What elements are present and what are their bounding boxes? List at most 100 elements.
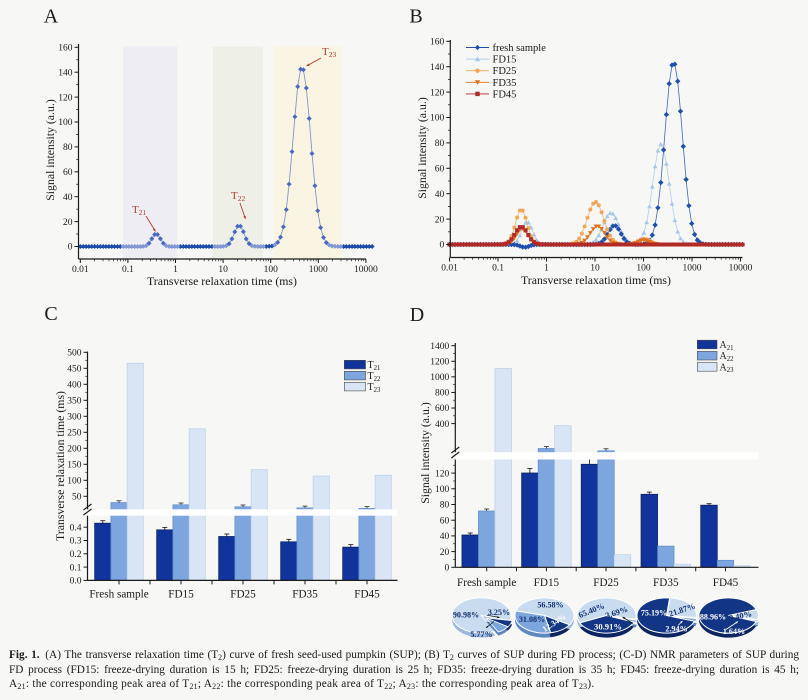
svg-text:450: 450 — [67, 365, 82, 375]
svg-text:350: 350 — [67, 397, 82, 407]
svg-text:400: 400 — [435, 420, 450, 430]
svg-text:Fresh sample: Fresh sample — [457, 577, 516, 589]
svg-text:80: 80 — [63, 143, 73, 153]
svg-text:40: 40 — [435, 190, 445, 200]
svg-text:FD25: FD25 — [230, 589, 256, 601]
svg-text:0.3: 0.3 — [70, 537, 82, 547]
svg-text:FD35: FD35 — [653, 577, 679, 589]
svg-text:FD45: FD45 — [493, 89, 517, 100]
svg-text:5.77%: 5.77% — [470, 630, 492, 639]
svg-text:0.01: 0.01 — [441, 264, 458, 274]
svg-text:3.25%: 3.25% — [488, 608, 510, 617]
svg-text:FD25: FD25 — [493, 66, 517, 77]
svg-text:40: 40 — [63, 193, 73, 203]
svg-text:88.96%: 88.96% — [700, 613, 726, 622]
svg-text:0.4: 0.4 — [70, 523, 82, 533]
svg-text:Fresh sample: Fresh sample — [89, 589, 148, 601]
svg-text:100: 100 — [58, 118, 73, 128]
svg-text:600: 600 — [435, 404, 450, 414]
svg-text:20: 20 — [63, 218, 73, 228]
svg-text:140: 140 — [58, 68, 73, 78]
svg-text:500: 500 — [67, 349, 82, 359]
svg-text:120: 120 — [58, 93, 73, 103]
svg-text:T23: T23 — [322, 46, 336, 59]
svg-text:60: 60 — [63, 168, 73, 178]
svg-text:400: 400 — [67, 381, 82, 391]
svg-text:FD45: FD45 — [354, 589, 380, 601]
svg-text:10000: 10000 — [354, 265, 378, 275]
svg-text:800: 800 — [435, 389, 450, 399]
svg-text:20: 20 — [435, 215, 445, 225]
svg-text:Transverse relaxation time (ms: Transverse relaxation time (ms) — [521, 273, 671, 287]
svg-text:100: 100 — [67, 477, 82, 487]
svg-text:140: 140 — [430, 63, 445, 73]
svg-text:1400: 1400 — [430, 342, 449, 352]
svg-text:FD35: FD35 — [493, 78, 517, 89]
svg-text:0.0: 0.0 — [70, 577, 82, 587]
svg-text:Transverse relaxation time (ms: Transverse relaxation time (ms) — [147, 274, 297, 288]
svg-text:Signal intensity (a.u.): Signal intensity (a.u.) — [415, 97, 429, 199]
svg-text:80: 80 — [440, 501, 450, 511]
svg-text:D: D — [410, 304, 424, 326]
svg-text:2.94%: 2.94% — [665, 625, 687, 634]
svg-text:1.64%: 1.64% — [723, 627, 745, 636]
svg-text:30.91%: 30.91% — [594, 622, 622, 632]
svg-text:1000: 1000 — [309, 265, 328, 275]
svg-text:75.19%: 75.19% — [641, 609, 667, 618]
svg-text:FD15: FD15 — [534, 577, 560, 589]
svg-text:T21: T21 — [132, 204, 146, 217]
svg-text:56.58%: 56.58% — [537, 601, 563, 610]
svg-text:FD25: FD25 — [593, 577, 619, 589]
svg-text:0.2: 0.2 — [70, 550, 82, 560]
svg-text:T22: T22 — [231, 190, 245, 203]
svg-text:fresh sample: fresh sample — [493, 43, 547, 54]
svg-text:50: 50 — [72, 493, 82, 503]
svg-text:160: 160 — [430, 38, 445, 48]
svg-text:10: 10 — [218, 265, 228, 275]
svg-text:A: A — [44, 6, 59, 28]
svg-text:T22: T22 — [368, 371, 382, 383]
svg-text:0: 0 — [445, 564, 450, 574]
svg-text:100: 100 — [435, 485, 450, 495]
svg-text:10000: 10000 — [729, 264, 753, 274]
svg-text:80: 80 — [435, 139, 445, 149]
svg-text:60: 60 — [440, 516, 450, 526]
svg-text:A21: A21 — [720, 340, 734, 352]
svg-text:60: 60 — [435, 165, 445, 175]
svg-text:0: 0 — [440, 241, 445, 251]
svg-text:FD45: FD45 — [713, 577, 739, 589]
svg-text:0: 0 — [68, 243, 73, 253]
svg-text:200: 200 — [67, 445, 82, 455]
svg-text:0.1: 0.1 — [122, 265, 134, 275]
svg-text:160: 160 — [58, 44, 73, 54]
svg-text:1000: 1000 — [430, 373, 449, 383]
svg-text:T21: T21 — [368, 360, 381, 372]
svg-text:Signal intensity (a.u.): Signal intensity (a.u.) — [43, 99, 57, 201]
svg-text:0.1: 0.1 — [492, 264, 504, 274]
svg-text:90.98%: 90.98% — [453, 611, 479, 620]
svg-text:FD15: FD15 — [493, 55, 517, 66]
svg-text:A22: A22 — [720, 351, 735, 363]
svg-text:100: 100 — [636, 264, 651, 274]
svg-text:40: 40 — [440, 532, 450, 542]
svg-text:1200: 1200 — [430, 358, 449, 368]
svg-text:120: 120 — [435, 469, 450, 479]
svg-text:300: 300 — [67, 413, 82, 423]
svg-text:100: 100 — [264, 265, 279, 275]
svg-text:1000: 1000 — [683, 264, 702, 274]
svg-text:0.01: 0.01 — [72, 265, 89, 275]
svg-text:31.08%: 31.08% — [519, 615, 545, 624]
svg-text:FD35: FD35 — [292, 589, 318, 601]
svg-text:1: 1 — [544, 264, 549, 274]
svg-text:10: 10 — [590, 264, 600, 274]
svg-text:0.1: 0.1 — [70, 563, 82, 573]
svg-text:150: 150 — [67, 461, 82, 471]
svg-text:1: 1 — [173, 265, 178, 275]
svg-text:FD15: FD15 — [168, 589, 194, 601]
svg-text:T23: T23 — [368, 382, 382, 394]
svg-text:20: 20 — [440, 548, 450, 558]
svg-text:A23: A23 — [720, 362, 735, 374]
svg-text:Transverse relaxation time (ms: Transverse relaxation time (ms) — [53, 391, 67, 541]
svg-text:C: C — [44, 303, 57, 325]
svg-text:250: 250 — [67, 429, 82, 439]
